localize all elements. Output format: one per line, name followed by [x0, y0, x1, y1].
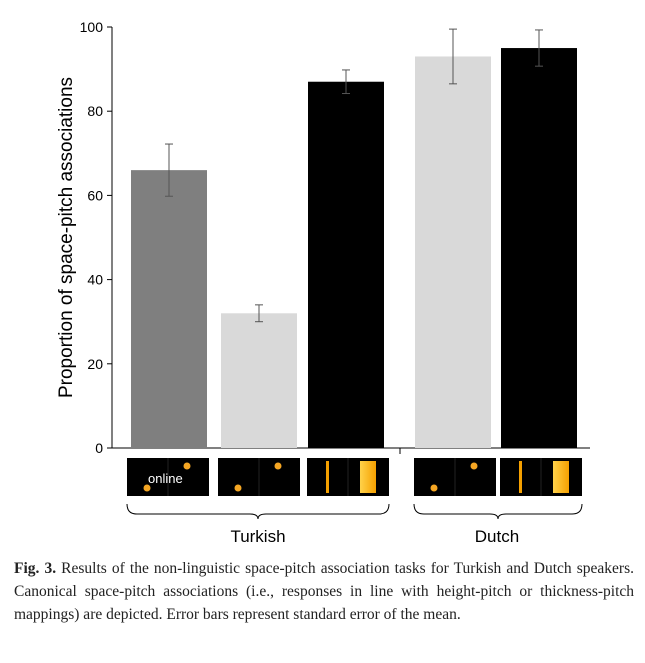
thickness-task-icon [500, 458, 582, 496]
y-tick-label: 40 [87, 272, 103, 288]
y-tick-label: 0 [95, 440, 103, 456]
y-axis-label: Proportion of space-pitch associations [56, 77, 77, 398]
high-dot [183, 462, 191, 470]
group-label: Dutch [475, 527, 519, 546]
caption-text: Results of the non-linguistic space-pitc… [14, 560, 634, 623]
task-icons: online [127, 458, 582, 496]
bar [131, 170, 207, 448]
thick-bar [553, 461, 569, 493]
thick-bar [360, 461, 376, 493]
caption-label: Fig. 3. [14, 560, 57, 577]
group-label: Turkish [230, 527, 285, 546]
bar [415, 56, 491, 448]
thin-bar [326, 461, 329, 493]
high-dot [274, 462, 282, 470]
bar-chart: 0 20 40 60 80 100 Proportion of space-pitch a… [56, 19, 590, 546]
low-dot [143, 484, 151, 492]
error-bars [165, 28, 543, 323]
bar [501, 48, 577, 449]
low-dot [430, 484, 438, 492]
y-tick-label: 20 [87, 356, 103, 372]
height-task-icon [414, 458, 496, 496]
bar [221, 313, 297, 448]
y-tick-label: 60 [87, 187, 103, 203]
thickness-task-icon [307, 458, 389, 496]
bar [308, 81, 384, 448]
bars [131, 48, 577, 449]
y-tick-label: 80 [87, 103, 103, 119]
height-task-icon: online [127, 458, 209, 496]
height-task-icon [218, 458, 300, 496]
y-tick-label: 100 [80, 19, 104, 35]
thin-bar [519, 461, 522, 493]
dutch-bracket [413, 503, 583, 520]
low-dot [234, 484, 242, 492]
turkish-bracket [126, 503, 390, 520]
group-brackets: Turkish Dutch [126, 503, 583, 546]
online-label: online [148, 471, 183, 486]
figure-caption: Fig. 3. Results of the non-linguistic sp… [14, 557, 634, 626]
high-dot [470, 462, 478, 470]
